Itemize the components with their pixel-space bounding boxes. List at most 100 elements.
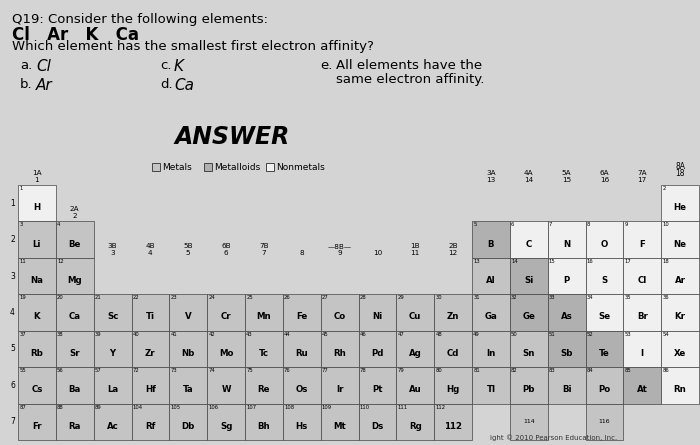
Text: In: In — [486, 349, 496, 358]
Text: 42: 42 — [209, 332, 215, 337]
Text: same electron affinity.: same electron affinity. — [336, 73, 484, 86]
Bar — [207, 331, 245, 367]
Text: Fe: Fe — [296, 312, 307, 321]
Text: Ar: Ar — [36, 78, 52, 93]
Text: V: V — [185, 312, 192, 321]
Text: 31: 31 — [473, 295, 480, 300]
Bar — [204, 163, 212, 171]
Text: e.: e. — [320, 59, 332, 72]
Text: All elements have the: All elements have the — [336, 59, 482, 72]
Bar — [94, 331, 132, 367]
Text: 77: 77 — [322, 368, 328, 373]
Text: 26: 26 — [284, 295, 290, 300]
Bar — [510, 258, 547, 294]
Bar — [132, 294, 169, 331]
Text: 3A
13: 3A 13 — [486, 170, 496, 183]
Bar — [662, 331, 699, 367]
Bar — [358, 294, 396, 331]
Text: Cu: Cu — [409, 312, 421, 321]
Text: Ag: Ag — [409, 349, 421, 358]
Text: 56: 56 — [57, 368, 64, 373]
Text: Q19: Consider the following elements:: Q19: Consider the following elements: — [12, 13, 268, 26]
Bar — [18, 404, 56, 440]
Text: Xe: Xe — [674, 349, 686, 358]
Text: P: P — [564, 276, 570, 285]
Text: 10: 10 — [373, 250, 382, 256]
Text: 107: 107 — [246, 405, 256, 409]
Text: 38: 38 — [57, 332, 64, 337]
Text: 114: 114 — [523, 419, 535, 424]
Bar — [18, 222, 56, 258]
Text: Ne: Ne — [673, 239, 687, 248]
Bar — [434, 294, 472, 331]
Text: Hs: Hs — [295, 422, 308, 431]
Bar — [169, 367, 207, 404]
Text: 12: 12 — [57, 259, 64, 264]
Text: Al: Al — [486, 276, 496, 285]
Text: 53: 53 — [624, 332, 631, 337]
Text: 84: 84 — [587, 368, 594, 373]
Bar — [662, 222, 699, 258]
Text: Y: Y — [109, 349, 116, 358]
Bar — [585, 367, 623, 404]
Bar — [132, 367, 169, 404]
Text: Pt: Pt — [372, 385, 383, 394]
Text: Ca: Ca — [174, 78, 194, 93]
Bar — [585, 404, 623, 440]
Text: Ra: Ra — [69, 422, 81, 431]
Bar — [245, 404, 283, 440]
Text: C: C — [526, 239, 532, 248]
Bar — [547, 258, 585, 294]
Text: 6: 6 — [10, 381, 15, 390]
Bar — [18, 367, 56, 404]
Bar — [321, 404, 358, 440]
Text: 30: 30 — [435, 295, 442, 300]
Text: 47: 47 — [398, 332, 405, 337]
Text: 21: 21 — [95, 295, 101, 300]
Text: B: B — [488, 239, 494, 248]
Text: Rb: Rb — [31, 349, 43, 358]
Text: 20: 20 — [57, 295, 64, 300]
Text: Te: Te — [599, 349, 610, 358]
Text: 35: 35 — [624, 295, 631, 300]
Text: 51: 51 — [549, 332, 556, 337]
Text: 7: 7 — [549, 222, 552, 227]
Text: Bi: Bi — [562, 385, 571, 394]
Text: Sr: Sr — [69, 349, 80, 358]
Text: 110: 110 — [360, 405, 370, 409]
Text: 54: 54 — [662, 332, 669, 337]
Text: Ti: Ti — [146, 312, 155, 321]
Text: 15: 15 — [549, 259, 556, 264]
Text: Rh: Rh — [333, 349, 346, 358]
Text: Rf: Rf — [145, 422, 155, 431]
Bar — [18, 185, 56, 222]
Text: 1: 1 — [19, 186, 22, 191]
Bar — [585, 258, 623, 294]
Bar — [623, 258, 662, 294]
Text: 81: 81 — [473, 368, 480, 373]
Bar — [283, 404, 321, 440]
Text: Mn: Mn — [257, 312, 271, 321]
Bar — [18, 258, 56, 294]
Bar — [434, 367, 472, 404]
Text: 106: 106 — [209, 405, 218, 409]
Text: 43: 43 — [246, 332, 253, 337]
Text: Co: Co — [333, 312, 346, 321]
Text: 2B
12: 2B 12 — [448, 243, 458, 256]
Bar — [396, 404, 434, 440]
Text: Sn: Sn — [523, 349, 535, 358]
Text: 4: 4 — [10, 308, 15, 317]
Bar — [472, 258, 510, 294]
Text: Au: Au — [409, 385, 421, 394]
Text: 11: 11 — [19, 259, 26, 264]
Bar — [662, 185, 699, 222]
Text: 13: 13 — [473, 259, 480, 264]
Text: Sc: Sc — [107, 312, 118, 321]
Text: Ga: Ga — [484, 312, 497, 321]
Text: 9: 9 — [624, 222, 628, 227]
Bar — [18, 331, 56, 367]
Bar — [169, 331, 207, 367]
Text: 46: 46 — [360, 332, 367, 337]
Text: 112: 112 — [444, 422, 462, 431]
Bar — [132, 331, 169, 367]
